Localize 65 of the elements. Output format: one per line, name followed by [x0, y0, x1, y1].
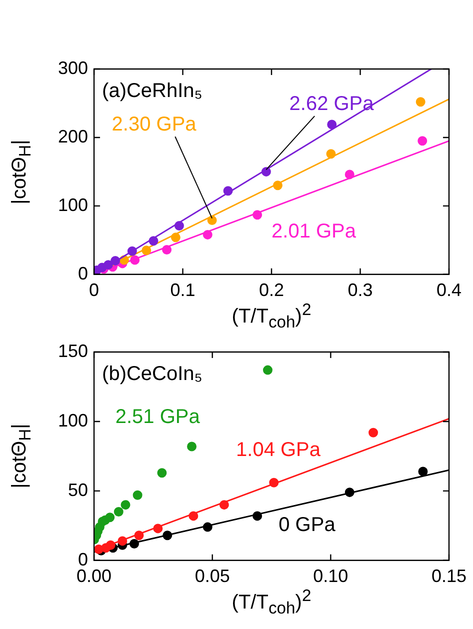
point: [261, 166, 271, 176]
point: [118, 536, 128, 546]
y-tick-label: 200: [58, 126, 88, 146]
y-tick-label: 100: [58, 194, 88, 215]
point: [344, 170, 354, 180]
point: [105, 512, 115, 522]
y-tick-label: 300: [58, 58, 88, 78]
point: [110, 256, 120, 266]
point: [157, 468, 167, 478]
point: [187, 442, 197, 452]
x-axis-title: (T/T$_{coh}$)$^{2}$: [232, 300, 312, 334]
point: [148, 236, 158, 246]
point: [130, 255, 140, 265]
series-label: 0 GPa: [278, 514, 336, 536]
y-tick-label: 150: [58, 340, 88, 361]
point: [252, 210, 262, 220]
point: [272, 180, 282, 190]
x-tick-label: 0.05: [194, 566, 230, 586]
point: [174, 221, 184, 231]
point: [127, 246, 137, 256]
text: (a)CeRhIn₅: [102, 80, 202, 102]
point: [326, 149, 336, 159]
point: [207, 216, 217, 226]
point: [327, 120, 337, 130]
point: [418, 466, 428, 476]
point: [262, 365, 272, 375]
y-tick-label: 50: [68, 480, 88, 500]
point: [219, 500, 229, 510]
series-label: 2.01 GPa: [272, 220, 357, 242]
point: [120, 500, 130, 510]
point: [416, 97, 426, 107]
point: [162, 530, 172, 540]
point: [368, 428, 378, 438]
y-tick-label: 0: [78, 263, 88, 284]
text: 2.30 GPa: [112, 114, 198, 136]
series-label: 1.04 GPa: [236, 439, 322, 462]
series-label: 2.51 GPa: [115, 406, 201, 428]
x-tick-label: 0.2: [259, 280, 284, 300]
x-tick-label: 0.4: [436, 280, 462, 300]
point: [162, 245, 172, 254]
y-tick-label: 100: [58, 410, 88, 430]
point: [130, 538, 140, 548]
series-label: 2.62 GPa: [289, 93, 375, 116]
point: [202, 230, 212, 240]
x-tick-label: 0.3: [348, 280, 373, 300]
x-tick-label: 0.1: [170, 280, 196, 300]
x-tick-label: 0.15: [431, 566, 467, 586]
point: [142, 246, 152, 256]
point: [252, 511, 262, 521]
x-tick-label: 0.10: [313, 566, 348, 586]
text: (b)CeCoIn₅: [102, 363, 202, 385]
point: [344, 488, 354, 498]
point: [170, 232, 180, 242]
point: [269, 478, 279, 488]
point: [114, 507, 124, 517]
point: [223, 186, 233, 196]
point: [134, 530, 144, 540]
point: [202, 522, 212, 532]
x-axis-title: (T/T$_{coh}$)$^{2}$: [232, 586, 312, 620]
point: [103, 260, 113, 270]
point: [132, 490, 142, 500]
point: [106, 540, 116, 550]
point: [153, 524, 163, 534]
point: [418, 136, 428, 146]
point: [188, 511, 198, 521]
